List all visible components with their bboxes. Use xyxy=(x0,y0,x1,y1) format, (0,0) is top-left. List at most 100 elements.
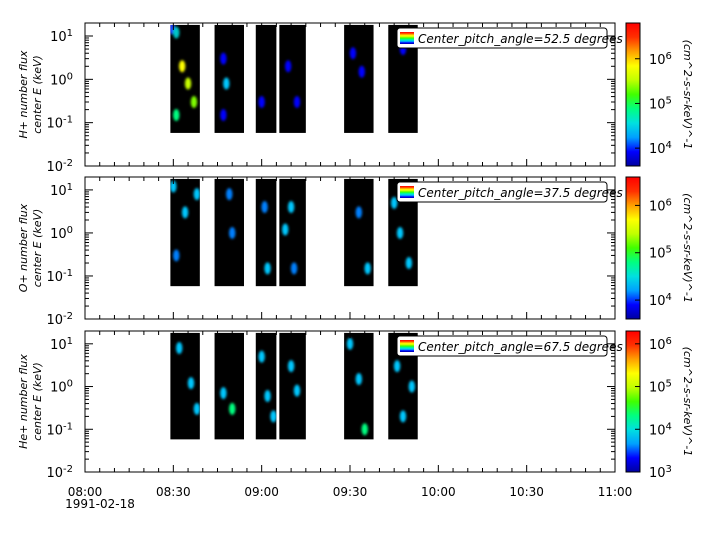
flux-blob xyxy=(355,373,363,386)
flux-blob xyxy=(193,402,201,415)
legend-swatch xyxy=(400,32,414,44)
y-tick-label: 101 xyxy=(50,28,73,45)
flux-blobs xyxy=(170,180,413,275)
x-tick-label: 09:30 xyxy=(333,485,368,499)
colorbar-tick-label: 105 xyxy=(649,95,672,112)
legend-box xyxy=(396,335,608,357)
x-tick-label: 10:00 xyxy=(421,485,456,499)
data-block-3 xyxy=(255,178,277,287)
y-tick-label: 100 xyxy=(50,225,73,242)
flux-blob xyxy=(173,109,180,122)
flux-blob xyxy=(258,350,265,363)
data-block-5 xyxy=(344,332,374,440)
flux-blob xyxy=(220,387,227,400)
colorbar-gradient xyxy=(625,22,641,167)
data-block-2 xyxy=(214,332,244,440)
y-tick-label: 100 xyxy=(50,71,73,88)
flux-blob xyxy=(408,380,416,393)
flux-blob xyxy=(284,60,292,73)
colorbar-gradient xyxy=(625,176,641,320)
colorbar: 104 105 106 (cm^2-s-sr-keV)^-1 xyxy=(625,176,694,320)
y-axis-label: center E (keV) xyxy=(31,209,44,288)
colorbar-tick-label: 106 xyxy=(649,51,672,68)
colorbar-tick-label: 104 xyxy=(649,140,672,157)
flux-blob xyxy=(405,257,413,270)
y-tick-label: 10-2 xyxy=(46,311,73,328)
flux-blob xyxy=(226,188,233,201)
y-tick-label: 10-1 xyxy=(46,115,73,132)
flux-blob xyxy=(261,201,268,214)
legend-swatch xyxy=(400,186,414,198)
y-tick-label: 10-1 xyxy=(46,268,73,285)
flux-blob xyxy=(176,341,183,354)
data-block-2 xyxy=(214,24,244,133)
y-axis-label: H+ number flux xyxy=(17,50,30,138)
y-axis-label: He+ number flux xyxy=(17,354,30,449)
y-tick-label: 101 xyxy=(50,336,73,353)
colorbar-tick-label: 106 xyxy=(649,336,672,353)
colorbar-tick-label: 105 xyxy=(649,379,672,396)
x-tick-label: 09:00 xyxy=(244,485,279,499)
flux-blob xyxy=(290,262,298,275)
flux-blob xyxy=(173,26,180,39)
colorbar-gradient xyxy=(625,330,641,473)
flux-blob xyxy=(287,360,295,373)
y-axis-label: center E (keV) xyxy=(31,55,44,134)
flux-blob xyxy=(270,410,277,423)
flux-blob xyxy=(293,95,301,108)
colorbar-label: (cm^2-s-sr-keV)^-1 xyxy=(681,347,694,457)
flux-blob xyxy=(220,52,227,65)
data-block-3 xyxy=(255,332,277,440)
y-tick-label: 10-1 xyxy=(46,421,73,438)
data-block-3 xyxy=(255,24,277,133)
data-block-1 xyxy=(170,332,200,440)
y-tick-label: 10-2 xyxy=(46,464,73,481)
flux-blob xyxy=(396,226,404,239)
colorbar: 104 105 106 (cm^2-s-sr-keV)^-1 xyxy=(625,22,694,167)
y-axis-label: O+ number flux xyxy=(17,203,30,292)
colorbar: 103 104 105 106 (cm^2-s-sr-keV)^-1 xyxy=(625,330,694,481)
flux-blob xyxy=(220,109,227,122)
y-tick-label: 100 xyxy=(50,379,73,396)
x-tick-label: 10:30 xyxy=(509,485,544,499)
panel-1: 101 100 10-1 10-2 H+ number flux center E (ke… xyxy=(17,22,694,175)
flux-blob xyxy=(223,77,230,90)
flux-blob xyxy=(355,206,363,219)
flux-blob xyxy=(393,360,401,373)
flux-blob xyxy=(364,262,371,275)
flux-blobs xyxy=(170,24,407,122)
flux-blob xyxy=(390,196,398,209)
flux-blob xyxy=(178,60,186,73)
flux-blob xyxy=(293,384,301,397)
flux-blob xyxy=(346,337,354,350)
x-tick-label: 08:00 xyxy=(68,485,103,499)
flux-blob xyxy=(229,402,236,415)
legend: Center_pitch_angle=52.5 degrees xyxy=(396,27,623,49)
flux-blob xyxy=(282,223,289,236)
colorbar-tick-label: 104 xyxy=(649,421,672,438)
data-block-5 xyxy=(344,24,374,133)
data-block-4 xyxy=(279,332,306,440)
legend: Center_pitch_angle=37.5 degrees xyxy=(396,181,623,203)
colorbar-tick-label: 103 xyxy=(649,464,672,481)
colorbar-label: (cm^2-s-sr-keV)^-1 xyxy=(681,193,694,303)
legend: Center_pitch_angle=67.5 degrees xyxy=(396,335,623,357)
colorbar-tick-label: 105 xyxy=(649,245,672,262)
flux-blob xyxy=(173,249,180,262)
colorbar-tick-label: 106 xyxy=(649,197,672,214)
x-tick-label: 11:00 xyxy=(598,485,633,499)
legend-label: Center_pitch_angle=67.5 degrees xyxy=(418,340,623,354)
flux-blob xyxy=(399,410,407,423)
legend-box xyxy=(396,27,608,49)
flux-blob xyxy=(349,47,357,60)
y-tick-label: 10-2 xyxy=(46,158,73,175)
flux-blob xyxy=(358,65,365,78)
flux-blob xyxy=(264,390,271,403)
legend-label: Center_pitch_angle=37.5 degrees xyxy=(418,186,623,200)
legend-box xyxy=(396,181,608,203)
panel-3: 101 100 10-1 10-2 He+ number flux center E (k… xyxy=(17,330,694,481)
flux-blob xyxy=(187,377,195,390)
flux-blob xyxy=(229,226,236,239)
